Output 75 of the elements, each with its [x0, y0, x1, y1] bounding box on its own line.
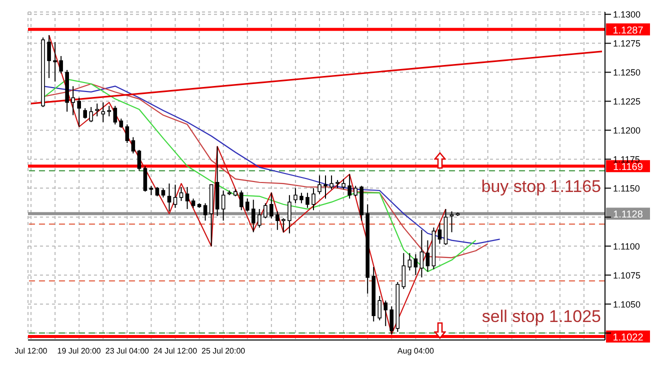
- candlestick: [348, 174, 352, 200]
- candlestick: [276, 210, 280, 230]
- ref-line-label: 1.1287: [612, 25, 644, 36]
- candlestick: [306, 192, 310, 208]
- candlestick: [270, 192, 274, 219]
- candlestick: [107, 105, 112, 117]
- candlestick: [251, 199, 256, 233]
- annotation: buy stop 1.1165: [481, 176, 601, 197]
- candlestick: [378, 295, 382, 321]
- candlestick: [47, 34, 51, 79]
- candlestick: [173, 184, 178, 208]
- y-tick-label: 1.1050: [613, 299, 641, 310]
- candlestick: [414, 254, 418, 276]
- y-tick-label: 1.1075: [613, 270, 641, 280]
- candlestick: [420, 229, 424, 278]
- candlestick: [239, 190, 244, 211]
- annotation: sell stop 1.1025: [482, 307, 601, 328]
- candlestick: [113, 105, 118, 125]
- candlestick: [191, 198, 196, 208]
- ref-line-label: 1.1128: [613, 210, 644, 221]
- candlestick: [119, 118, 124, 128]
- line-series: [48, 34, 446, 335]
- y-tick-label: 1.1150: [613, 183, 640, 194]
- candlestick: [354, 185, 358, 197]
- candlestick: [438, 222, 442, 244]
- candlestick: [324, 174, 328, 200]
- candlestick: [167, 183, 172, 212]
- y-tick-label: 1.1275: [613, 38, 641, 48]
- y-tick-label: 1.1200: [613, 125, 641, 136]
- candlestick: [89, 106, 94, 123]
- y-tick-label: 1.1100: [613, 241, 640, 252]
- x-tick-label: Aug 04:00: [397, 346, 434, 356]
- x-tick-label: 24 Jul 12:00: [153, 346, 198, 356]
- candlestick: [402, 252, 406, 290]
- candlestick: [71, 86, 75, 116]
- candlestick: [179, 186, 184, 202]
- candlestick: [390, 306, 394, 335]
- ref-line-label: 1.1169: [613, 162, 644, 174]
- y-tick-label: 1.1300: [613, 10, 641, 20]
- candlestick: [318, 174, 322, 194]
- candlestick: [143, 166, 148, 192]
- candlestick: [125, 124, 130, 144]
- y-tick-label: 1.1225: [613, 96, 641, 106]
- candlestick: [342, 178, 346, 190]
- candlestick: [203, 202, 208, 222]
- candlestick: [294, 188, 298, 204]
- candlestick: [384, 300, 388, 327]
- candlestick: [221, 190, 226, 222]
- x-tick-label: 25 Jul 20:00: [202, 346, 246, 356]
- candlestick: [137, 149, 142, 172]
- x-tick-label: 23 Jul 04:00: [105, 346, 150, 356]
- candlestick: [426, 240, 430, 272]
- candlestick: [450, 210, 454, 233]
- candlestick: [185, 186, 190, 210]
- ref-line-label: 1.1022: [612, 332, 644, 344]
- x-tick-label: 19 Jul 20:00: [57, 346, 102, 356]
- candlestick: [59, 56, 63, 74]
- candlestick: [83, 108, 87, 120]
- candlestick: [300, 192, 304, 204]
- candlestick: [161, 188, 166, 198]
- candlestick: [258, 208, 262, 228]
- candlestick: [77, 97, 81, 128]
- candlestick: [288, 194, 292, 234]
- candlestick: [330, 174, 334, 190]
- candlestick: [312, 188, 316, 211]
- candlestick: [282, 218, 286, 233]
- candlestick: [155, 186, 160, 197]
- x-tick-label: Jul 12:00: [14, 346, 48, 356]
- candlestick: [245, 198, 250, 212]
- candlestick: [264, 202, 268, 219]
- candlestick: [95, 103, 100, 117]
- candlestick: [101, 102, 106, 123]
- candlestick: [131, 136, 136, 154]
- candlestick: [408, 252, 412, 271]
- y-tick-label: 1.1250: [613, 67, 641, 78]
